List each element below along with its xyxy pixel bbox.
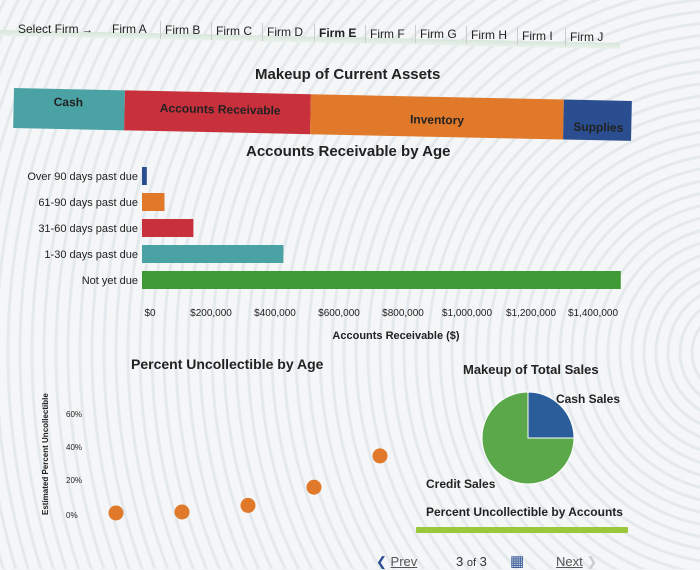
ar-x-axis-label: Accounts Receivable ($) <box>332 330 459 342</box>
tab-firm-c[interactable]: Firm C <box>211 21 256 40</box>
ar-x-tick: $200,000 <box>190 308 232 319</box>
pct-y-tick: 20% <box>66 476 82 485</box>
ar-category-label: Over 90 days past due <box>27 171 138 183</box>
pct-y-tick: 60% <box>66 410 82 419</box>
ar-bar <box>142 245 284 263</box>
ar-category-label: Not yet due <box>82 275 138 287</box>
ar-x-tick: $800,000 <box>382 308 424 319</box>
pct-point <box>174 504 190 520</box>
ar-chart-title: Accounts Receivable by Age <box>246 143 451 160</box>
pct-point <box>108 505 124 521</box>
ar-x-tick: $1,000,000 <box>442 308 492 319</box>
tab-firm-f[interactable]: Firm F <box>365 24 409 43</box>
ar-x-tick: $400,000 <box>254 308 296 319</box>
tab-firm-e[interactable]: Firm E <box>314 23 360 42</box>
select-firm-text: Select Firm <box>18 22 79 36</box>
tab-firm-b[interactable]: Firm B <box>160 20 204 39</box>
grid-icon[interactable]: ▦ <box>510 553 525 570</box>
page-indicator: 3 of 3 <box>456 554 487 569</box>
pct-accounts-bar <box>416 527 628 533</box>
ar-x-tick: $1,400,000 <box>568 308 618 319</box>
tab-firm-d[interactable]: Firm D <box>262 22 307 41</box>
prev-label: Prev <box>390 554 418 569</box>
chevron-right-icon: ❯ <box>586 554 598 569</box>
tab-firm-a[interactable]: Firm A <box>112 22 147 36</box>
ar-bar <box>142 219 194 237</box>
prev-button[interactable]: ❮ Prev <box>376 554 417 570</box>
tab-firm-g[interactable]: Firm G <box>415 25 461 44</box>
next-label: Next <box>556 554 583 569</box>
page-of: of <box>466 557 477 569</box>
ar-category-label: 31-60 days past due <box>38 223 138 235</box>
pct-point <box>240 497 256 513</box>
ar-category-label: 1-30 days past due <box>44 249 138 261</box>
ar-x-tick: $1,200,000 <box>506 308 556 319</box>
page-total: 3 <box>479 554 487 569</box>
sales-chart-title: Makeup of Total Sales <box>463 362 599 377</box>
assets-title: Makeup of Current Assets <box>255 66 441 83</box>
pct-y-tick: 40% <box>66 443 82 452</box>
firm-tab-bar: Select Firm → Firm A Firm B Firm C Firm D Fi… <box>0 14 700 54</box>
tab-firm-h[interactable]: Firm H <box>466 26 511 45</box>
pct-y-axis-label: Estimated Percent Uncollectible <box>41 393 50 515</box>
pie-slice <box>481 391 575 485</box>
pie-label-cash: Cash Sales <box>556 392 620 406</box>
tab-firm-i[interactable]: Firm I <box>517 27 557 46</box>
arrow-right-icon: → <box>82 24 94 36</box>
next-button[interactable]: Next ❯ <box>556 554 597 570</box>
ar-bar <box>142 271 621 289</box>
ar-bar <box>142 193 165 211</box>
ar-bar <box>142 167 147 185</box>
pie-label-credit: Credit Sales <box>426 477 496 491</box>
tab-firm-j[interactable]: Firm J <box>565 28 607 47</box>
select-firm-label: Select Firm → <box>14 20 97 38</box>
pct-accounts-title: Percent Uncollectible by Accounts <box>426 505 623 519</box>
pct-y-tick: 0% <box>66 511 78 520</box>
chevron-left-icon: ❮ <box>376 554 387 569</box>
pct-point <box>372 448 388 464</box>
ar-x-tick: $600,000 <box>318 308 360 319</box>
ar-x-tick: $0 <box>144 308 156 319</box>
page-current: 3 <box>456 554 464 569</box>
pie-slice <box>527 391 575 439</box>
ar-category-label: 61-90 days past due <box>38 197 138 209</box>
pct-chart-title: Percent Uncollectible by Age <box>131 356 324 372</box>
pct-point <box>306 479 322 495</box>
